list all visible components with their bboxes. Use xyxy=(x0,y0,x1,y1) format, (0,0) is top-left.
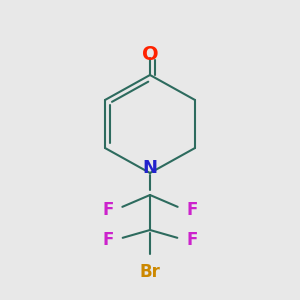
Text: F: F xyxy=(186,231,198,249)
Text: O: O xyxy=(142,46,158,64)
Text: F: F xyxy=(186,201,198,219)
Text: Br: Br xyxy=(140,263,160,281)
Text: F: F xyxy=(102,231,114,249)
Text: F: F xyxy=(102,201,114,219)
Text: N: N xyxy=(142,159,158,177)
